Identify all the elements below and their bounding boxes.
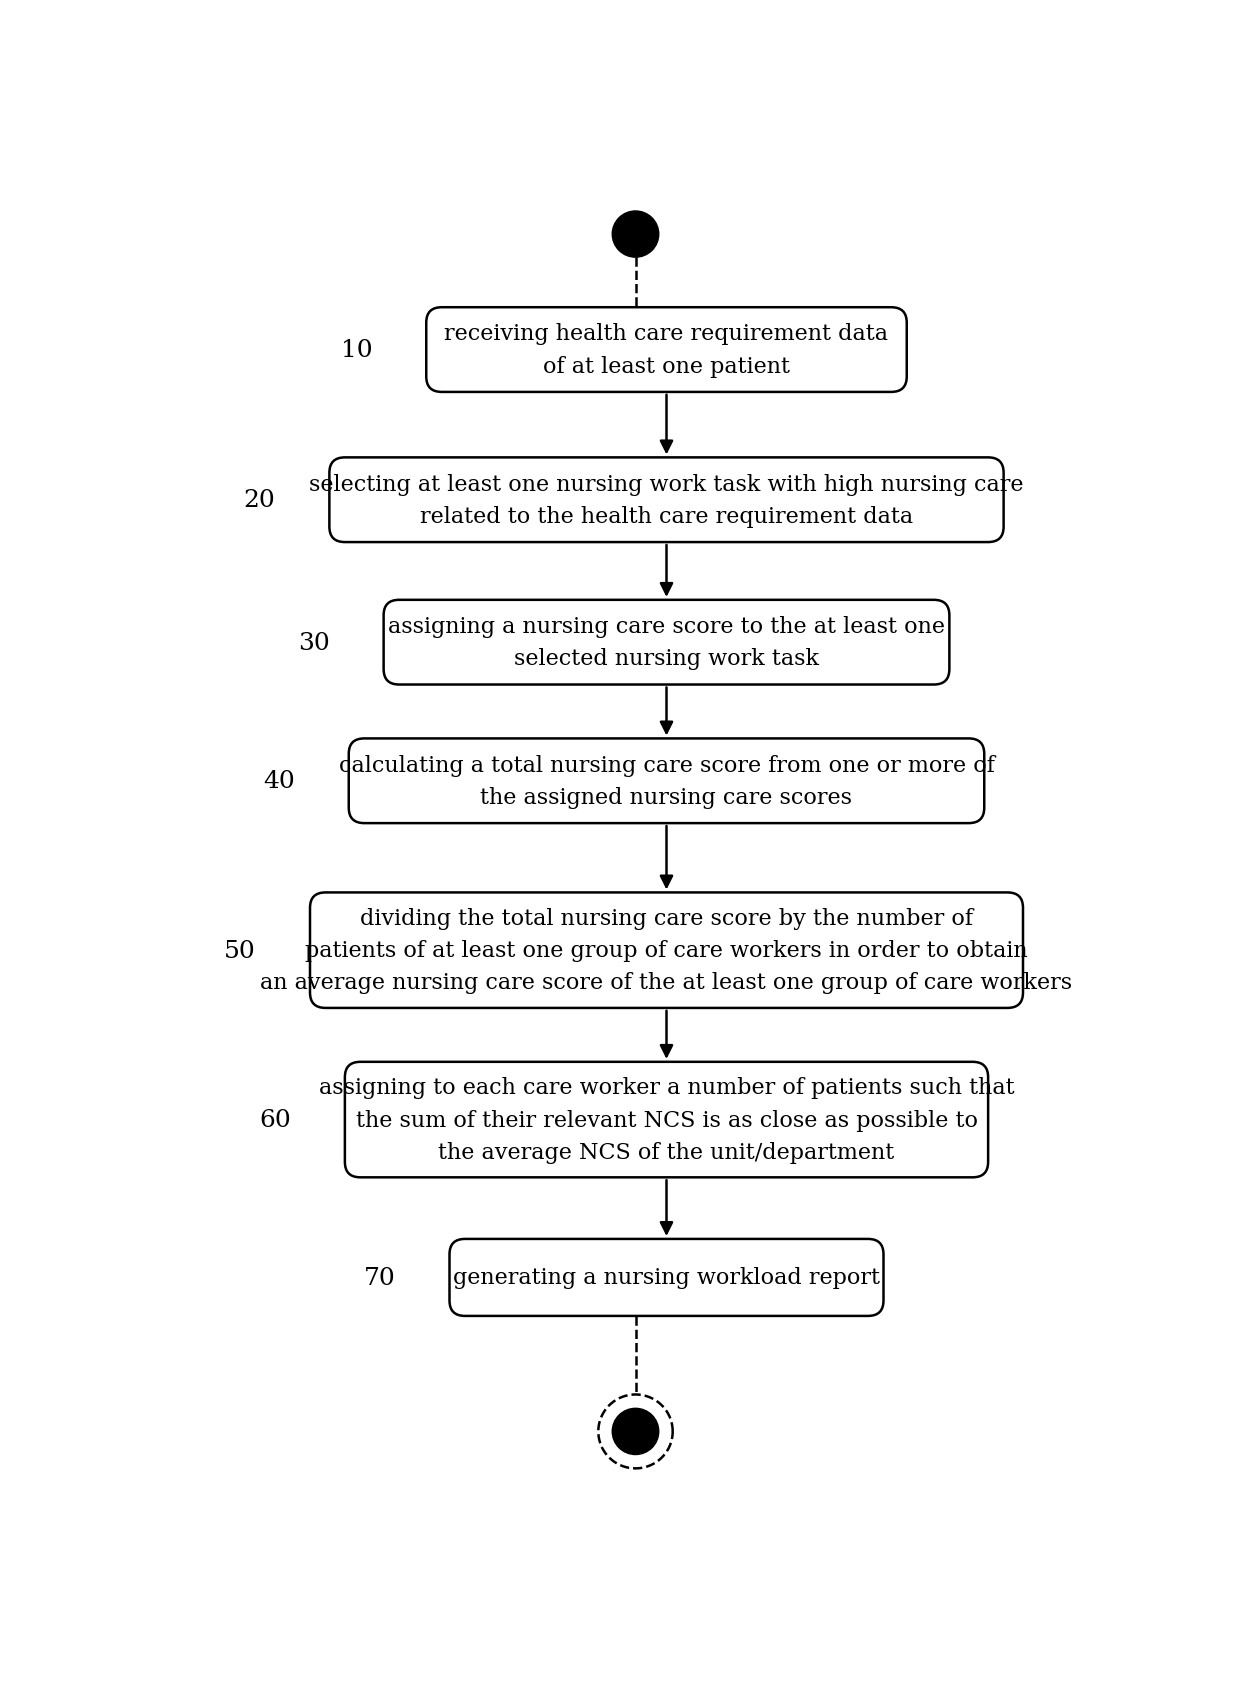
Text: 20: 20 (244, 489, 275, 511)
FancyBboxPatch shape (345, 1063, 988, 1177)
Text: 60: 60 (259, 1108, 291, 1132)
Text: generating a nursing workload report: generating a nursing workload report (453, 1267, 880, 1288)
Text: assigning a nursing care score to the at least one
selected nursing work task: assigning a nursing care score to the at… (388, 616, 945, 669)
Text: 70: 70 (363, 1267, 396, 1288)
Text: assigning to each care worker a number of patients such that
the sum of their re: assigning to each care worker a number o… (319, 1076, 1014, 1162)
FancyBboxPatch shape (330, 458, 1003, 543)
Circle shape (613, 1408, 658, 1455)
Text: 30: 30 (298, 631, 330, 654)
Text: receiving health care requirement data
of at least one patient: receiving health care requirement data o… (444, 323, 889, 377)
Text: 40: 40 (263, 770, 295, 792)
FancyBboxPatch shape (449, 1240, 883, 1315)
FancyBboxPatch shape (310, 893, 1023, 1008)
Circle shape (599, 1396, 672, 1468)
FancyBboxPatch shape (427, 308, 906, 392)
Text: 50: 50 (224, 939, 257, 962)
FancyBboxPatch shape (383, 600, 950, 685)
FancyBboxPatch shape (348, 738, 985, 824)
Text: calculating a total nursing care score from one or more of
the assigned nursing : calculating a total nursing care score f… (339, 754, 994, 809)
Text: 10: 10 (341, 338, 372, 362)
Text: dividing the total nursing care score by the number of
patients of at least one : dividing the total nursing care score by… (260, 907, 1073, 994)
Text: selecting at least one nursing work task with high nursing care
related to the h: selecting at least one nursing work task… (309, 473, 1024, 528)
Circle shape (613, 212, 658, 257)
